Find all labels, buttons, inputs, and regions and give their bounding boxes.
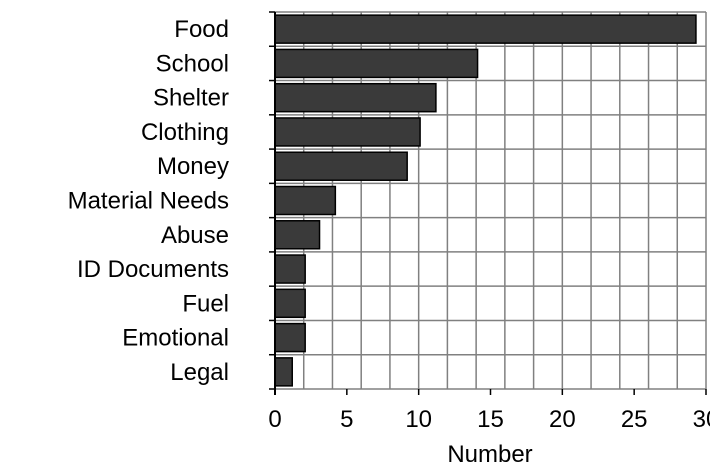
category-label: ID Documents [77,256,229,283]
x-tick-label: 15 [477,406,504,433]
bar-shelter [274,82,437,113]
x-tick-label: 30 [693,406,710,433]
category-label: Abuse [161,222,229,249]
bar-legal [274,357,293,387]
x-tick-label: 5 [340,406,353,433]
x-tick-label: 0 [268,406,281,433]
category-label: Shelter [153,85,229,112]
bar-id-documents [274,254,306,284]
x-tick-labels: 0 5 10 15 20 25 30 [268,406,710,433]
category-label: Food [174,16,229,43]
bar-abuse [274,220,321,250]
axes [269,11,707,395]
bar-material-needs [274,185,337,216]
bar-money [274,151,408,181]
category-label: Fuel [182,290,229,317]
bars [274,14,697,387]
x-tick-label: 20 [549,406,576,433]
bar-clothing [274,117,421,147]
x-axis-label: Number [447,441,532,468]
category-labels: Food School Shelter Clothing Money Material N… [68,16,229,386]
bar-food [274,14,697,44]
category-label: Legal [170,359,229,386]
category-label: Emotional [122,325,229,352]
category-label: School [156,50,229,77]
category-label: Money [157,153,229,180]
category-label: Material Needs [68,188,229,215]
bar-school [274,48,479,79]
category-label: Clothing [141,119,229,146]
x-tick-label: 25 [621,406,648,433]
x-tick-label: 10 [405,406,432,433]
bar-fuel [274,288,306,319]
bar-emotional [274,322,306,353]
